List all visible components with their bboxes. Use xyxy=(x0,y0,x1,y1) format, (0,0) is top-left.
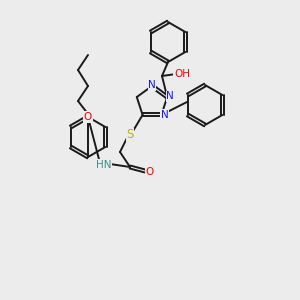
Text: N: N xyxy=(148,80,156,90)
Text: OH: OH xyxy=(174,69,190,79)
Text: S: S xyxy=(126,128,134,142)
Text: O: O xyxy=(84,112,92,122)
Text: O: O xyxy=(146,167,154,177)
Text: HN: HN xyxy=(96,160,112,170)
Text: N: N xyxy=(166,91,174,101)
Text: N: N xyxy=(160,110,168,120)
